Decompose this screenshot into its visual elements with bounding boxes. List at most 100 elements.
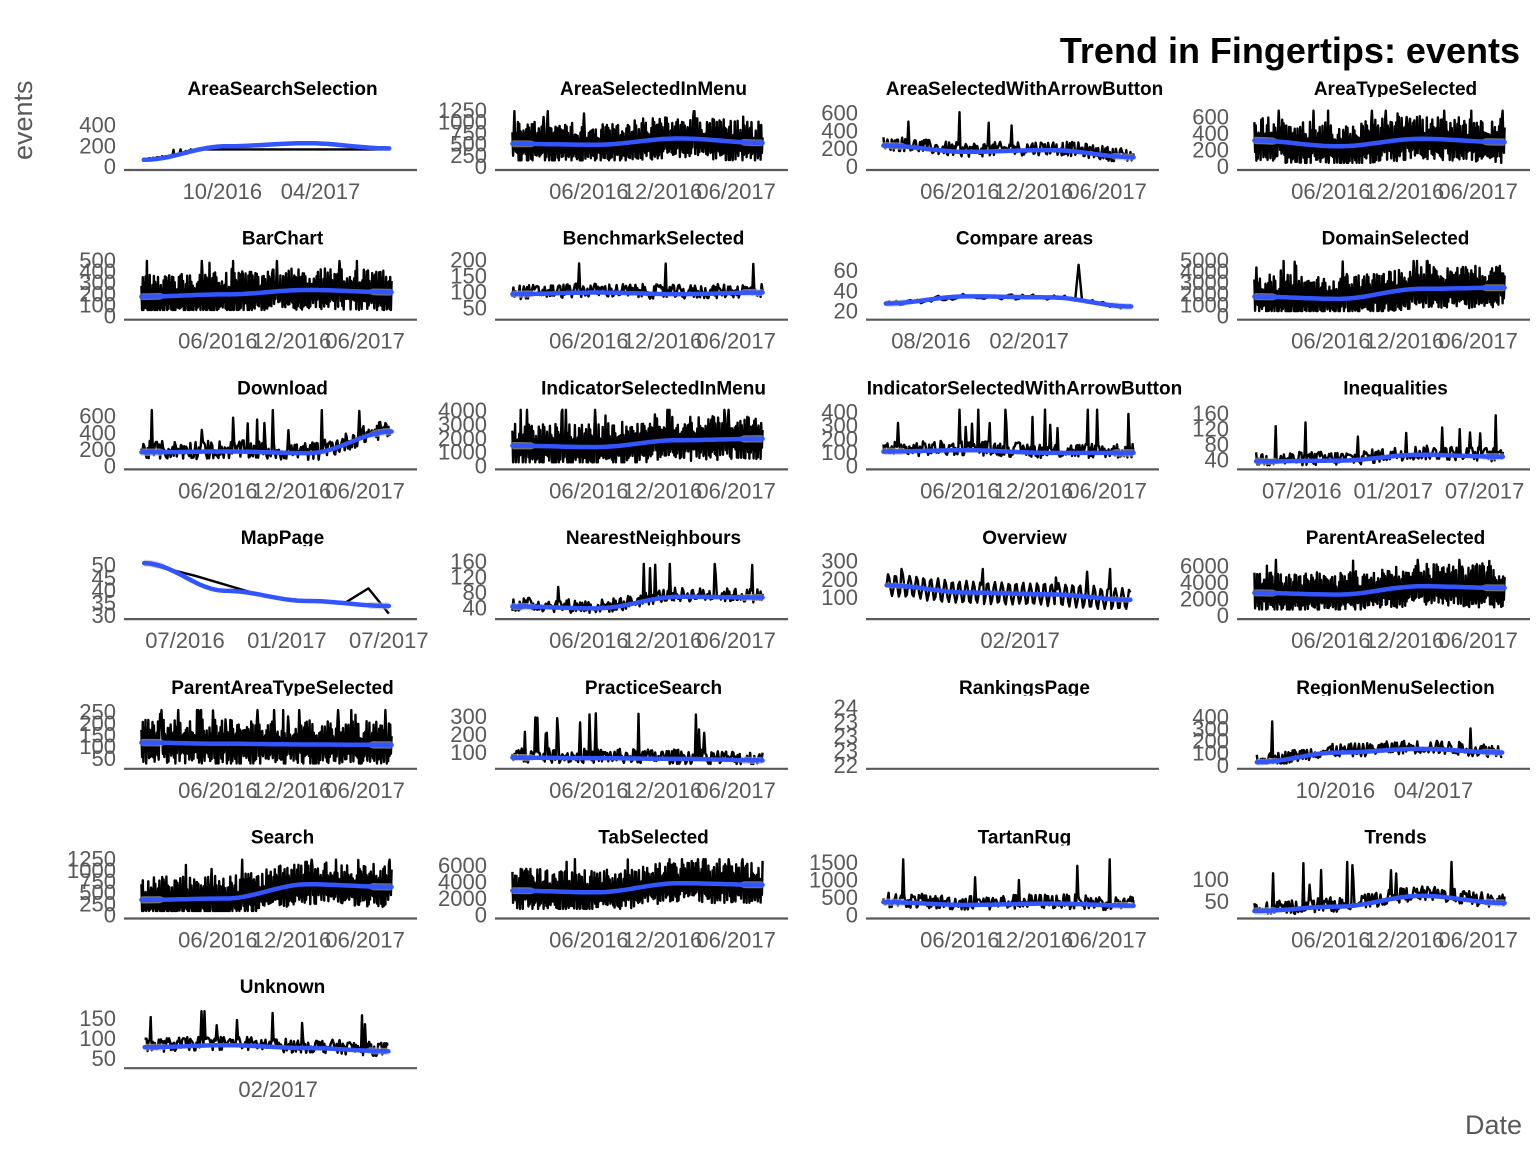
smooth-line [881, 143, 1136, 160]
x-tick-label: 07/2016 [145, 628, 225, 653]
y-tick-label: 160 [1192, 401, 1229, 426]
y-tick-label: 2000 [1180, 587, 1229, 612]
y-tick-label: 400 [1192, 121, 1229, 146]
y-tick-label: 0 [1217, 753, 1229, 778]
y-tick-label: 6000 [438, 853, 487, 878]
chart-title: Trend in Fingertips: events [1059, 30, 1520, 71]
y-tick-label: 35 [92, 590, 116, 615]
y-tick-label: 2000 [438, 426, 487, 451]
y-tick-label: 3000 [1180, 270, 1229, 295]
y-tick-label: 23 [834, 738, 858, 763]
x-tick-label: 12/2016 [623, 928, 703, 953]
x-tick-label: 06/2016 [178, 478, 258, 503]
x-tick-label: 12/2016 [994, 179, 1074, 204]
y-tick-label: 250 [79, 699, 116, 724]
y-tick-label: 1000 [438, 440, 487, 465]
y-tick-label: 0 [1217, 603, 1229, 628]
x-tick-label: 06/2016 [1291, 928, 1371, 953]
x-tick-label: 06/2017 [696, 179, 776, 204]
series-line [511, 408, 764, 464]
y-tick-label: 60 [834, 258, 858, 283]
x-tick-label: 06/2017 [696, 628, 776, 653]
y-tick-label: 0 [104, 304, 116, 329]
x-tick-label: 06/2016 [549, 628, 629, 653]
y-tick-label: 1250 [67, 847, 116, 872]
x-tick-label: 06/2017 [1067, 478, 1147, 503]
series-line [140, 259, 393, 312]
smooth-line [510, 594, 765, 611]
facet-title: AreaSelectedWithArrowButton [886, 79, 1163, 100]
y-tick-label: 2000 [1180, 281, 1229, 306]
y-tick-label: 200 [821, 567, 858, 592]
y-tick-label: 600 [1192, 104, 1229, 129]
facet-title: IndicatorSelectedWithArrowButton [867, 378, 1182, 399]
series-line [511, 858, 764, 911]
y-tick-label: 300 [450, 704, 487, 729]
smooth-line [881, 899, 1136, 908]
y-tick-label: 4000 [1180, 259, 1229, 284]
y-tick-label: 250 [450, 143, 487, 168]
x-tick-label: 12/2016 [623, 329, 703, 354]
y-tick-label: 200 [79, 711, 116, 736]
y-tick-label: 200 [821, 136, 858, 161]
smooth-line [1252, 136, 1507, 149]
y-tick-label: 100 [450, 740, 487, 765]
y-tick-label: 300 [1192, 717, 1229, 742]
facet-title: TabSelected [598, 828, 709, 849]
y-tick-label: 500 [821, 885, 858, 910]
x-tick-label: 10/2016 [183, 179, 263, 204]
y-tick-label: 400 [79, 420, 116, 445]
facet-title: ParentAreaSelected [1306, 528, 1486, 549]
smooth-line [142, 1042, 391, 1054]
y-tick-label: 200 [79, 281, 116, 306]
x-tick-label: 12/2016 [1365, 628, 1445, 653]
y-tick-label: 400 [821, 118, 858, 143]
y-tick-label: 30 [92, 603, 116, 628]
smooth-line [141, 140, 392, 163]
y-tick-label: 200 [1192, 137, 1229, 162]
x-tick-label: 06/2017 [1438, 928, 1518, 953]
y-tick-label: 0 [104, 154, 116, 179]
x-tick-label: 06/2017 [1067, 179, 1147, 204]
y-tick-label: 600 [821, 100, 858, 125]
x-tick-label: 06/2016 [178, 928, 258, 953]
y-tick-label: 100 [79, 734, 116, 759]
y-tick-label: 0 [475, 903, 487, 928]
y-tick-label: 5000 [1180, 248, 1229, 273]
x-tick-label: 12/2016 [252, 478, 332, 503]
x-tick-label: 07/2016 [1262, 478, 1342, 503]
x-tick-label: 12/2016 [994, 478, 1074, 503]
y-tick-label: 1250 [438, 98, 487, 123]
y-tick-label: 300 [821, 549, 858, 574]
x-tick-label: 07/2017 [1445, 478, 1525, 503]
y-tick-label: 6000 [1180, 553, 1229, 578]
x-tick-label: 07/2017 [349, 628, 429, 653]
y-tick-label: 0 [104, 453, 116, 478]
smooth-line [510, 755, 765, 763]
y-tick-label: 50 [92, 1046, 116, 1071]
y-tick-label: 0 [475, 154, 487, 179]
smooth-line [141, 560, 392, 609]
series-line [882, 408, 1135, 460]
y-tick-label: 80 [1205, 432, 1229, 457]
y-tick-label: 750 [79, 869, 116, 894]
y-tick-label: 40 [463, 595, 487, 620]
y-tick-label: 100 [1192, 741, 1229, 766]
x-tick-label: 06/2017 [325, 329, 405, 354]
facet-title: PracticeSearch [585, 678, 722, 699]
x-tick-label: 06/2017 [1067, 928, 1147, 953]
x-tick-label: 06/2016 [1291, 628, 1371, 653]
y-tick-label: 400 [1192, 704, 1229, 729]
y-tick-label: 0 [846, 903, 858, 928]
x-tick-label: 04/2017 [281, 179, 361, 204]
series-line [1253, 558, 1506, 611]
